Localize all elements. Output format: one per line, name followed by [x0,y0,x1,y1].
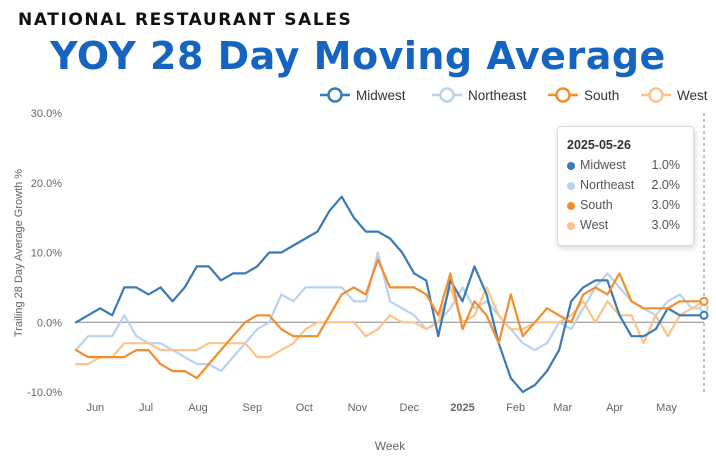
y-tick-label: 30.0% [31,108,62,120]
x-tick-label: Oct [296,402,313,414]
legend-item-midwest[interactable]: Midwest [356,88,406,103]
x-tick-label: Sep [243,402,263,414]
y-tick-label: 20.0% [31,178,62,190]
x-tick-label: May [656,402,677,414]
tooltip-row-midwest: Midwest 1.0% [567,158,685,178]
hover-point-midwest [699,310,709,320]
tooltip-dot [567,202,575,210]
tooltip-date: 2025-05-26 [567,138,631,152]
x-tick-label: Mar [553,402,572,414]
x-tick-label: Dec [400,402,420,414]
legend: Midwest Northeast South West [320,87,708,103]
x-tick-label: Aug [188,402,208,414]
tooltip-series-name: Midwest [580,158,626,172]
y-tick-label: 0.0% [37,317,62,329]
legend-item-west[interactable]: West [677,88,708,103]
tooltip-series-value: 2.0% [651,178,681,192]
y-axis-ticks: -10.0% 0.0% 10.0% 20.0% 30.0% [27,108,62,399]
series-line-south[interactable] [74,258,706,380]
hover-point-northeast [699,303,709,313]
tooltip-dot [567,182,575,190]
legend-item-south[interactable]: South [584,88,619,103]
x-axis-label: Week [375,439,406,453]
series-line-midwest[interactable] [74,195,706,394]
tooltip-row-northeast: Northeast 2.0% [567,178,685,198]
tooltip-series-name: West [580,218,609,232]
chart-title: YOY 28 Day Moving Average [50,34,666,78]
tooltip-row-west: West 3.0% [567,218,685,238]
x-tick-label: 2025 [450,402,474,414]
x-tick-label: Apr [606,402,623,414]
x-tick-label: Feb [506,402,525,414]
x-tick-label: Jul [139,402,153,414]
supertitle: NATIONAL RESTAURANT SALES [18,10,353,30]
y-axis-label: Trailing 28 Day Average Growth % [13,169,25,337]
x-tick-label: Nov [348,402,368,414]
tooltip-series-value: 1.0% [651,158,681,172]
tooltip-series-value: 3.0% [651,198,681,212]
hover-point-south [699,296,709,306]
tooltip-dot [567,162,575,170]
legend-item-northeast[interactable]: Northeast [468,88,527,103]
y-tick-label: -10.0% [27,387,62,399]
series-line-northeast[interactable] [74,251,706,373]
tooltip-row-south: South 3.0% [567,198,685,218]
tooltip-series-name: South [580,198,613,212]
legend-marker-midwest [327,87,343,103]
legend-marker-west [648,87,664,103]
x-axis-ticks: Jun Jul Aug Sep Oct Nov Dec 2025 Feb Mar Apr May [86,402,677,414]
hover-tooltip: 2025-05-26 Midwest 1.0% Northeast 2.0% South… [557,126,694,246]
tooltip-series-value: 3.0% [651,218,681,232]
x-tick-label: Jun [86,402,104,414]
tooltip-series-name: Northeast [580,178,635,192]
tooltip-dot [567,222,575,230]
series-line-west[interactable] [74,286,706,366]
series-lines [74,195,706,394]
hover-markers [699,296,709,320]
y-tick-label: 10.0% [31,248,62,260]
legend-marker-south [555,87,571,103]
legend-marker-northeast [439,87,455,103]
